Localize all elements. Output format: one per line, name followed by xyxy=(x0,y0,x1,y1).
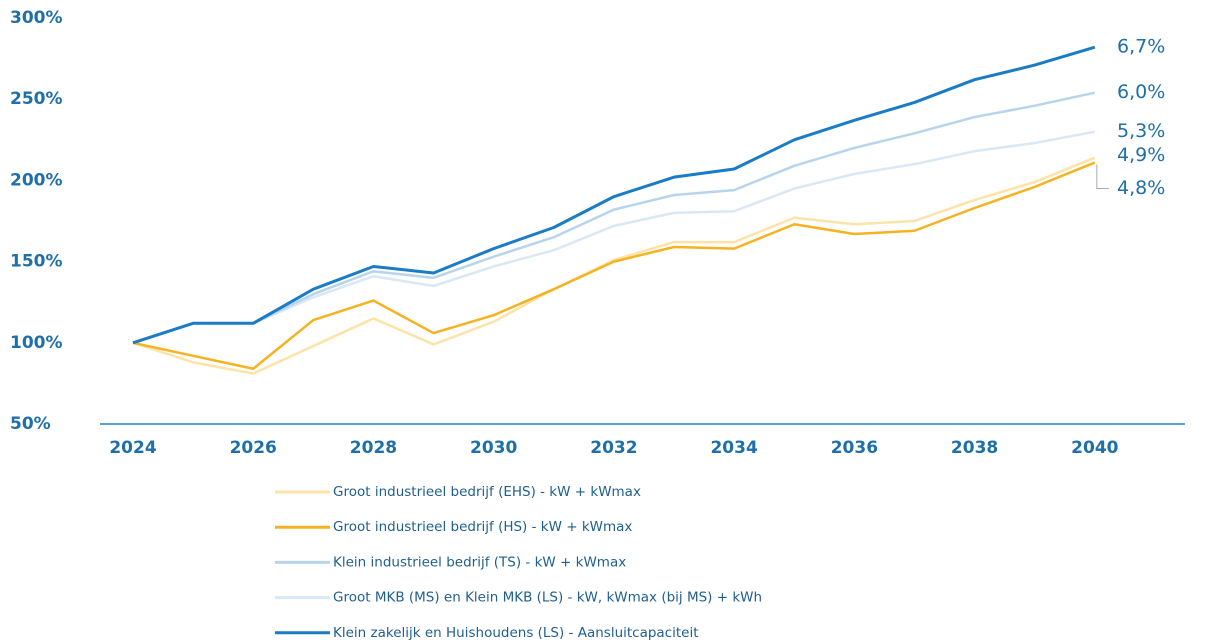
y-tick-label: 100% xyxy=(10,333,63,353)
y-tick-label: 250% xyxy=(10,89,63,109)
legend-label: Groot industrieel bedrijf (EHS) - kW + k… xyxy=(333,484,641,500)
end-label: 4,8% xyxy=(1117,177,1165,199)
x-tick-label: 2034 xyxy=(710,438,757,458)
x-tick-label: 2030 xyxy=(470,438,517,458)
series-line xyxy=(132,156,1096,375)
x-tick-label: 2024 xyxy=(109,438,156,458)
legend-label: Groot MKB (MS) en Klein MKB (LS) - kW, k… xyxy=(333,590,762,606)
series-line xyxy=(132,91,1096,344)
y-tick-label: 300% xyxy=(10,8,63,28)
y-tick-label: 50% xyxy=(10,414,51,434)
x-tick-label: 2028 xyxy=(350,438,397,458)
y-tick-label: 150% xyxy=(10,252,63,272)
end-label: 5,3% xyxy=(1117,120,1165,142)
legend-label: Klein zakelijk en Huishoudens (LS) - Aan… xyxy=(333,625,699,641)
series-line xyxy=(132,161,1096,371)
legend-label: Klein industrieel bedrijf (TS) - kW + kW… xyxy=(333,554,626,570)
x-tick-label: 2038 xyxy=(951,438,998,458)
legend-label: Groot industrieel bedrijf (HS) - kW + kW… xyxy=(333,519,632,535)
y-tick-label: 200% xyxy=(10,170,63,190)
x-tick-label: 2032 xyxy=(590,438,637,458)
end-label: 4,9% xyxy=(1117,144,1165,166)
x-tick-label: 2040 xyxy=(1071,438,1118,458)
x-tick-label: 2026 xyxy=(230,438,277,458)
series-line xyxy=(132,130,1096,344)
series-line xyxy=(132,45,1096,345)
leader-line xyxy=(1096,164,1109,190)
end-label: 6,0% xyxy=(1117,81,1165,103)
x-tick-label: 2036 xyxy=(831,438,878,458)
end-label: 6,7% xyxy=(1117,36,1165,58)
